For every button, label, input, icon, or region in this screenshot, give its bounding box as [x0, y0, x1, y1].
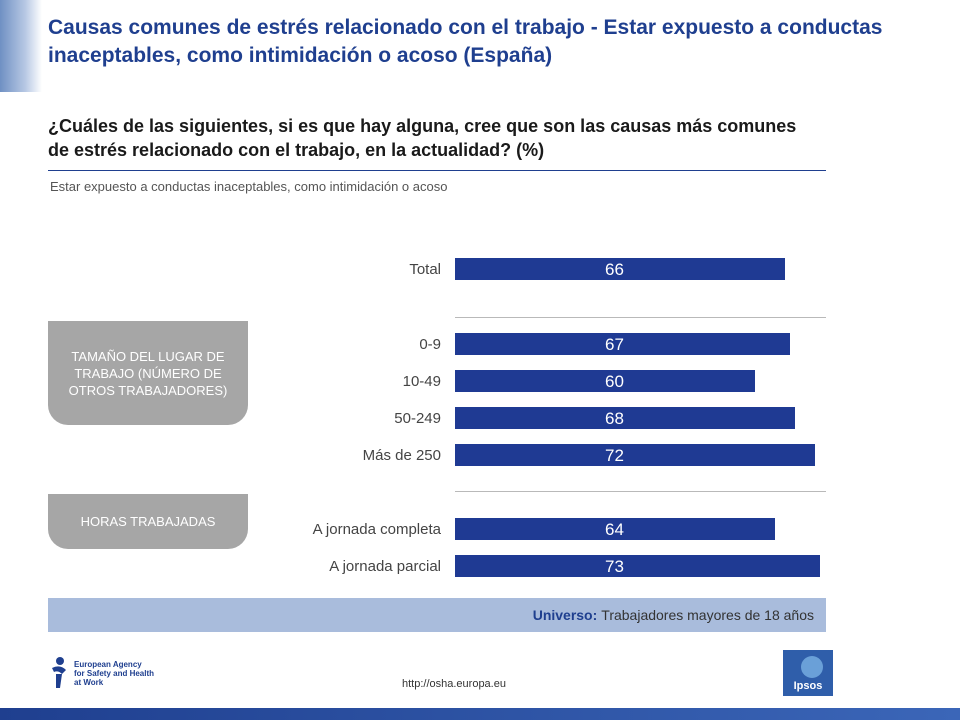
header-accent [0, 0, 42, 92]
bar [455, 333, 790, 355]
universe-text: Trabajadores mayores de 18 años [601, 607, 814, 623]
bar [455, 444, 815, 466]
bar [455, 407, 795, 429]
bar [455, 370, 755, 392]
bar-value-label: 68 [605, 409, 624, 428]
universe-label: Universo: [532, 607, 598, 623]
eu-osha-logo: European Agency for Safety and Health at… [48, 656, 154, 690]
subtitle-divider [48, 170, 826, 171]
eu-osha-figure-icon [52, 657, 66, 688]
page-title: Causas comunes de estrés relacionado con… [48, 16, 883, 67]
category-label: A jornada completa [313, 521, 442, 538]
group-separator [455, 491, 826, 492]
category-label: 50-249 [394, 410, 441, 427]
ipsos-disc-icon [801, 656, 823, 678]
universe-note: Universo: Trabajadores mayores de 18 año… [48, 598, 826, 632]
bar-value-label: 72 [605, 446, 624, 465]
agency-line: at Work [74, 677, 104, 687]
group-label-hours-worked: HORAS TRABAJADAS [48, 494, 248, 549]
footer-url[interactable]: http://osha.europa.eu [402, 678, 506, 690]
category-label: A jornada parcial [329, 558, 441, 575]
item-label: Estar expuesto a conductas inaceptables,… [50, 179, 448, 194]
bar [455, 555, 820, 577]
ipsos-wordmark: Ipsos [793, 680, 823, 692]
bar [455, 518, 775, 540]
footer-band [0, 708, 960, 720]
bar-value-label: 67 [605, 335, 624, 354]
bar-value-label: 73 [605, 557, 624, 576]
category-label: Total [409, 261, 441, 278]
agency-line: for Safety and Health [74, 668, 155, 678]
category-label: 10-49 [403, 373, 441, 390]
bar-value-label: 60 [605, 372, 624, 391]
category-label: Más de 250 [363, 447, 441, 464]
question-subtitle: ¿Cuáles de las siguientes, si es que hay… [48, 116, 797, 160]
group-label-workplace-size: TAMAÑO DEL LUGAR DE TRABAJO (NÚMERO DE O… [48, 321, 248, 425]
bar-value-label: 66 [605, 260, 624, 279]
bar-value-label: 64 [605, 520, 624, 539]
ipsos-logo: Ipsos [783, 650, 833, 696]
agency-line: European Agency [74, 659, 142, 669]
bar [455, 258, 785, 280]
group-separator [455, 317, 826, 318]
category-label: 0-9 [419, 336, 441, 353]
